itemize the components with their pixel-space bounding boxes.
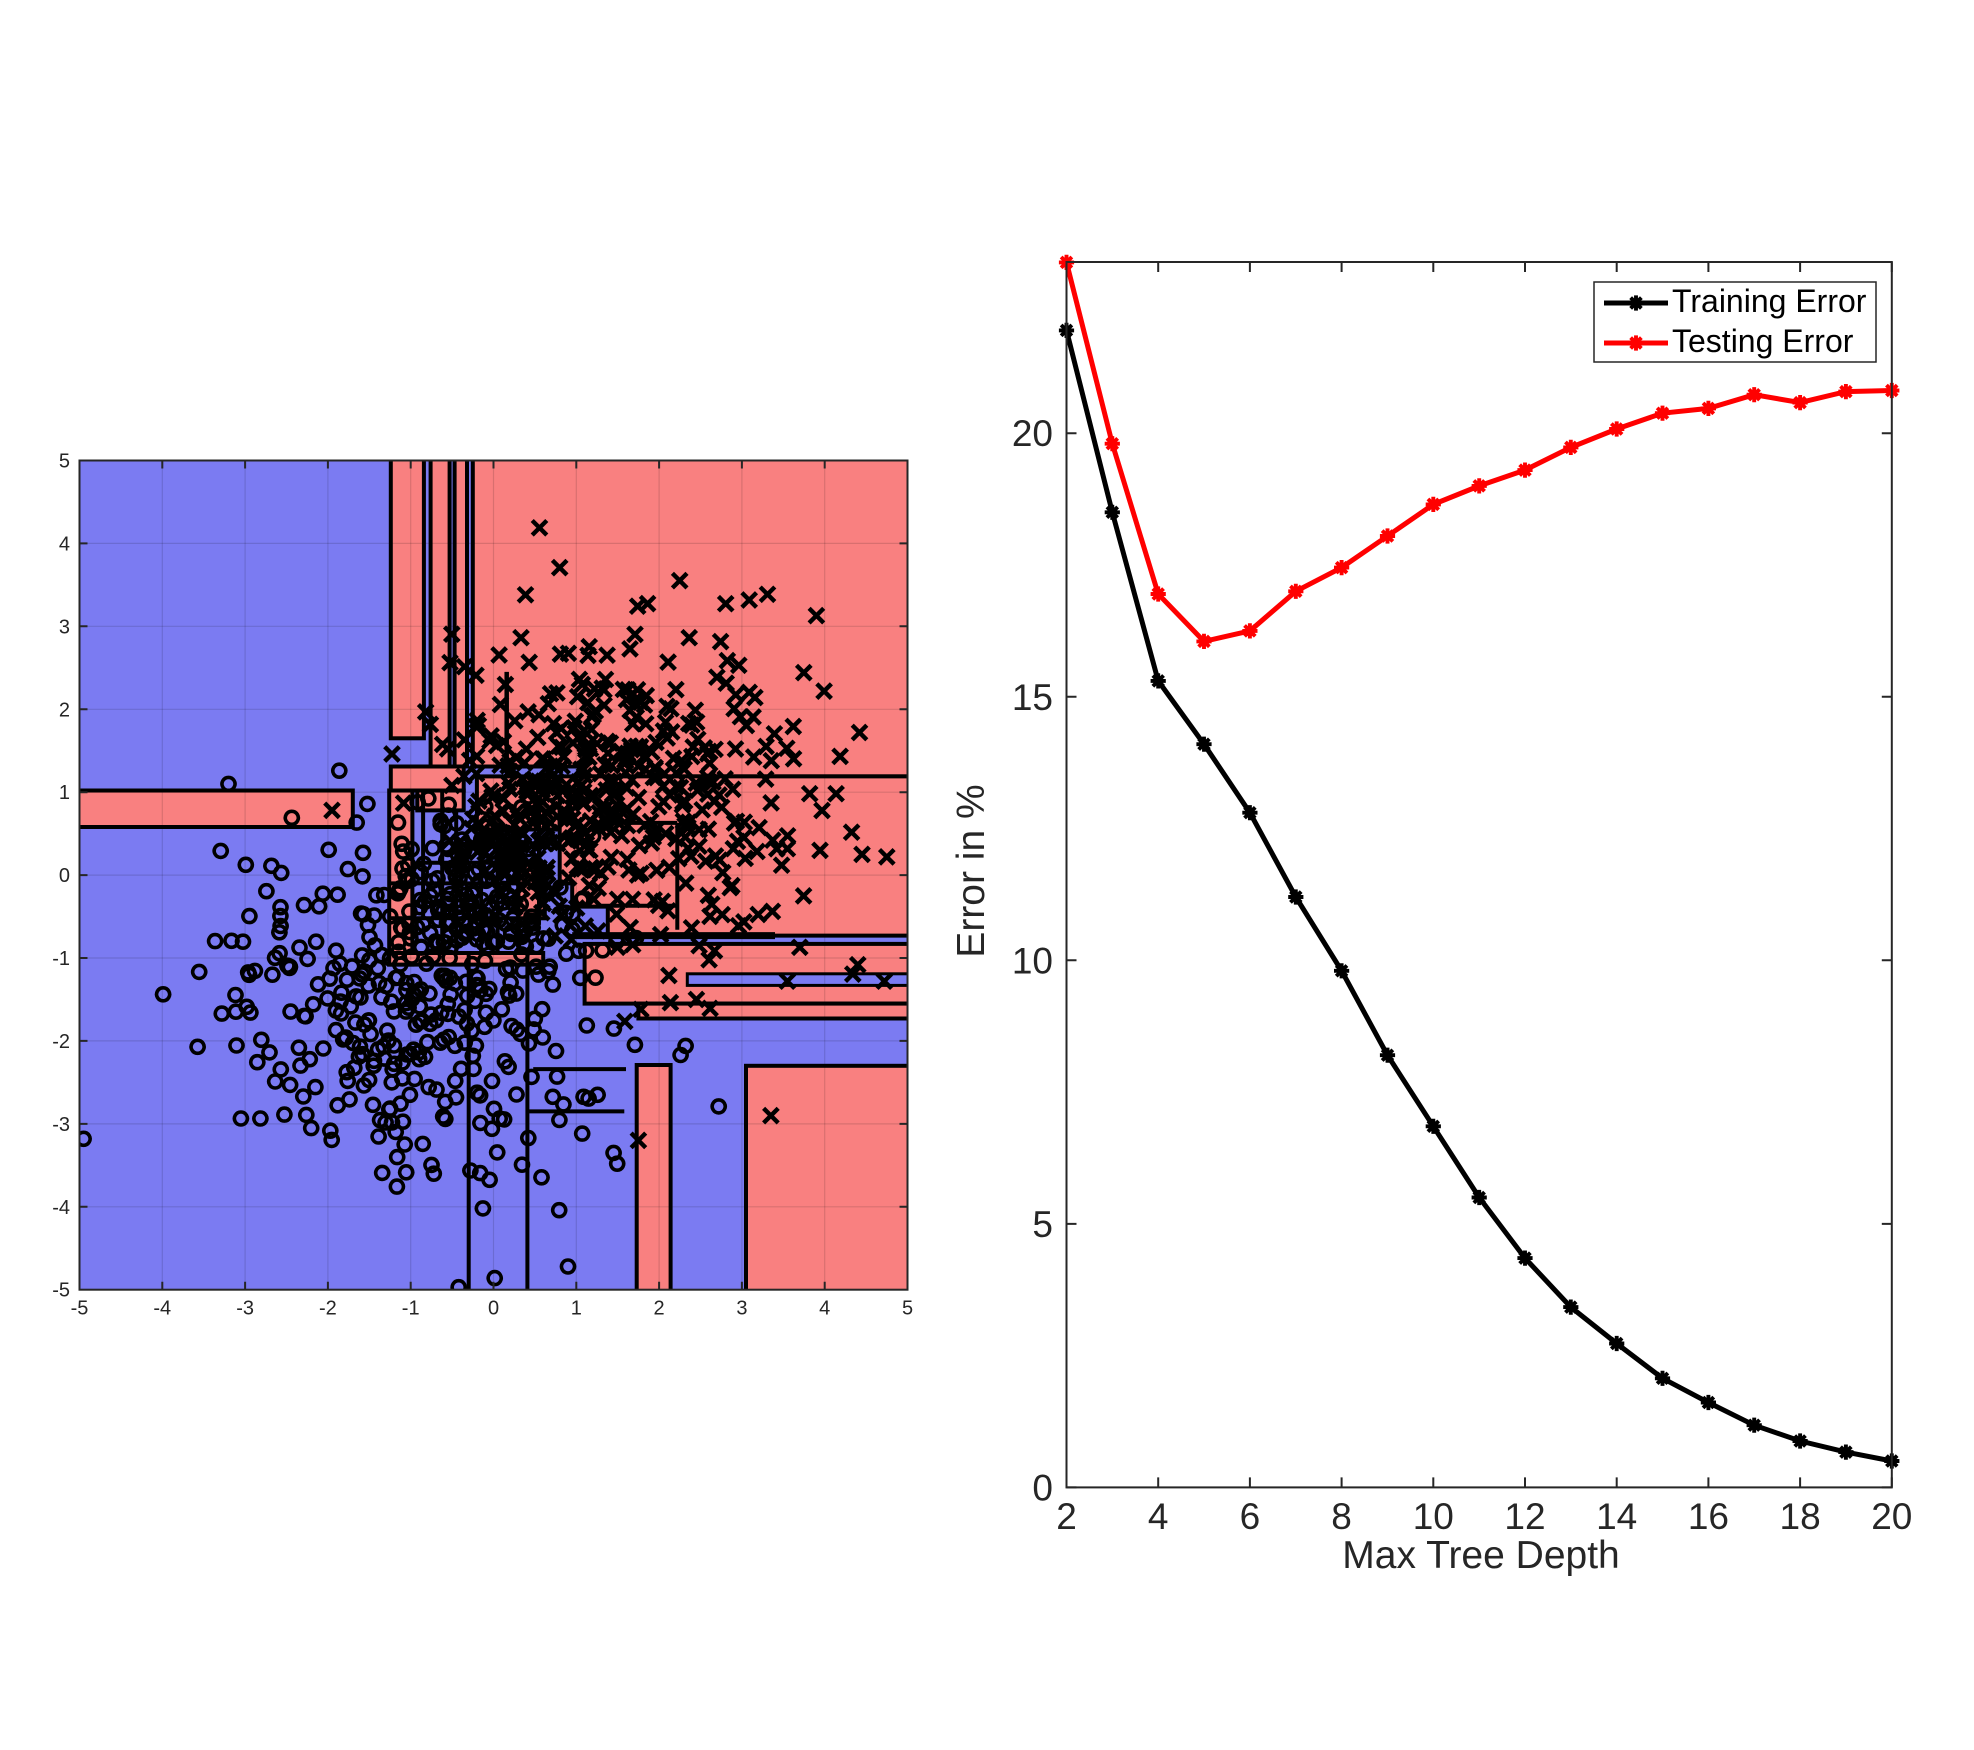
svg-text:-5: -5: [52, 1280, 70, 1302]
svg-text:10: 10: [1413, 1496, 1454, 1537]
svg-text:18: 18: [1780, 1496, 1821, 1537]
svg-text:-4: -4: [153, 1298, 171, 1320]
svg-text:4: 4: [59, 533, 70, 555]
svg-text:10: 10: [1012, 940, 1053, 981]
svg-text:-5: -5: [71, 1298, 89, 1320]
svg-text:20: 20: [1871, 1496, 1912, 1537]
svg-text:Testing Error: Testing Error: [1672, 323, 1854, 359]
svg-text:5: 5: [59, 451, 70, 473]
svg-text:-3: -3: [236, 1298, 254, 1320]
svg-text:15: 15: [1012, 677, 1053, 718]
svg-text:-4: -4: [52, 1197, 70, 1219]
svg-text:16: 16: [1688, 1496, 1729, 1537]
svg-text:1: 1: [571, 1298, 582, 1320]
svg-text:Error in %: Error in %: [950, 784, 993, 957]
svg-text:12: 12: [1504, 1496, 1545, 1537]
svg-text:1: 1: [59, 782, 70, 804]
svg-text:-1: -1: [52, 948, 70, 970]
svg-text:-3: -3: [52, 1114, 70, 1136]
svg-text:Max Tree Depth: Max Tree Depth: [1342, 1534, 1619, 1577]
svg-text:3: 3: [736, 1298, 747, 1320]
svg-text:-2: -2: [52, 1031, 70, 1053]
svg-text:4: 4: [1148, 1496, 1169, 1537]
svg-text:-2: -2: [319, 1298, 337, 1320]
svg-text:0: 0: [59, 865, 70, 887]
svg-text:3: 3: [59, 616, 70, 638]
svg-text:6: 6: [1240, 1496, 1261, 1537]
svg-text:5: 5: [902, 1298, 913, 1320]
svg-text:2: 2: [59, 699, 70, 721]
svg-text:0: 0: [1032, 1467, 1053, 1508]
svg-text:8: 8: [1331, 1496, 1352, 1537]
svg-text:14: 14: [1596, 1496, 1637, 1537]
svg-text:Training Error: Training Error: [1672, 283, 1867, 319]
svg-text:20: 20: [1012, 413, 1053, 454]
svg-text:2: 2: [1056, 1496, 1077, 1537]
svg-text:2: 2: [654, 1298, 665, 1320]
svg-text:-1: -1: [402, 1298, 420, 1320]
svg-text:0: 0: [488, 1298, 499, 1320]
svg-text:4: 4: [819, 1298, 830, 1320]
svg-text:5: 5: [1032, 1204, 1053, 1245]
